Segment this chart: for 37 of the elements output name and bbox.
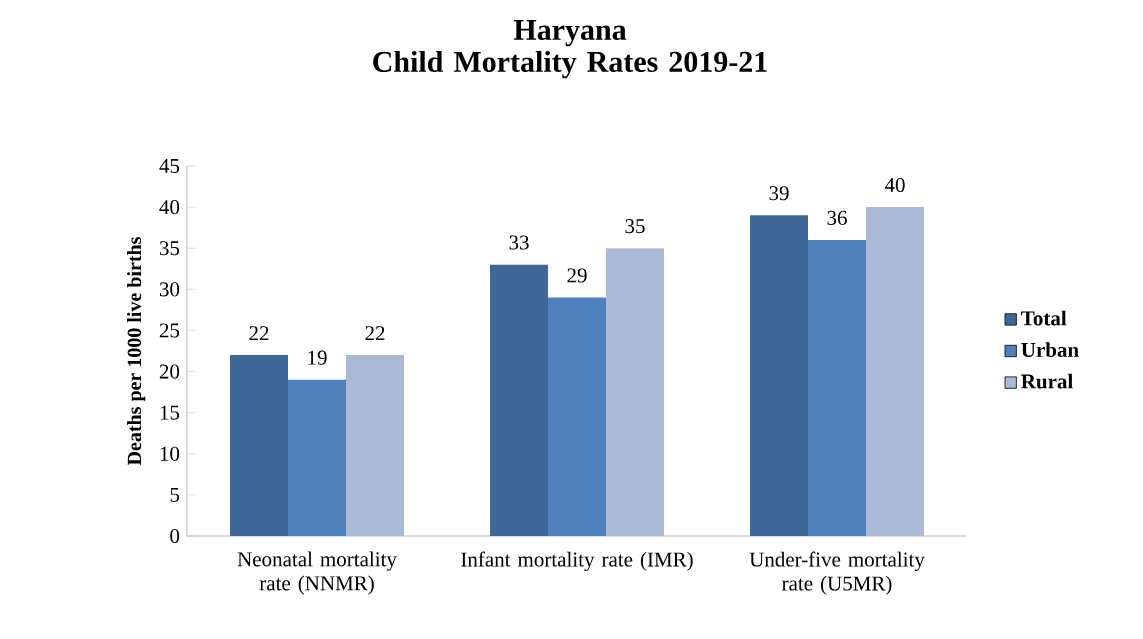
bar [548,297,607,536]
y-tick-label: 30 [159,282,180,297]
data-label: 35 [625,219,645,234]
data-label: 39 [769,186,789,201]
x-tick-label: Under-five mortality rate (U5MR) [749,551,925,595]
y-tick-label: 20 [159,364,180,379]
bar [288,379,347,536]
bar [606,248,665,536]
legend-label: Urban [1021,342,1079,358]
y-tick-label: 5 [170,487,180,502]
legend-label: Total [1021,310,1067,326]
y-tick-label: 10 [160,446,180,461]
y-tick-label: 45 [159,159,180,174]
chart-subtitle: Child Mortality Rates 2019-21 [373,50,767,79]
y-tick-label: 35 [159,241,180,256]
data-label: 29 [567,268,587,283]
bar [866,207,925,536]
data-label: 19 [308,350,327,365]
legend-label: Rural [1021,373,1073,389]
y-tick-label: 15 [160,405,180,420]
bar [346,355,405,536]
chart-title: Haryana [513,20,627,47]
bar [750,215,809,536]
x-tick-label: Infant mortality rate (IMR) [461,551,693,571]
y-tick-label: 25 [159,323,180,338]
bar [808,240,867,536]
data-label: 22 [249,326,269,341]
x-tick-label: Neonatal mortality rate (NNMR) [237,551,397,595]
y-tick-label: 40 [159,200,180,215]
bar [490,264,549,536]
y-axis-title: Deaths per 1000 live births [127,237,146,466]
y-tick-label: 0 [170,528,180,544]
data-label: 36 [827,210,847,225]
data-label: 22 [365,326,385,341]
data-label: 33 [509,235,529,250]
bar [230,355,289,536]
data-label: 40 [884,177,905,193]
